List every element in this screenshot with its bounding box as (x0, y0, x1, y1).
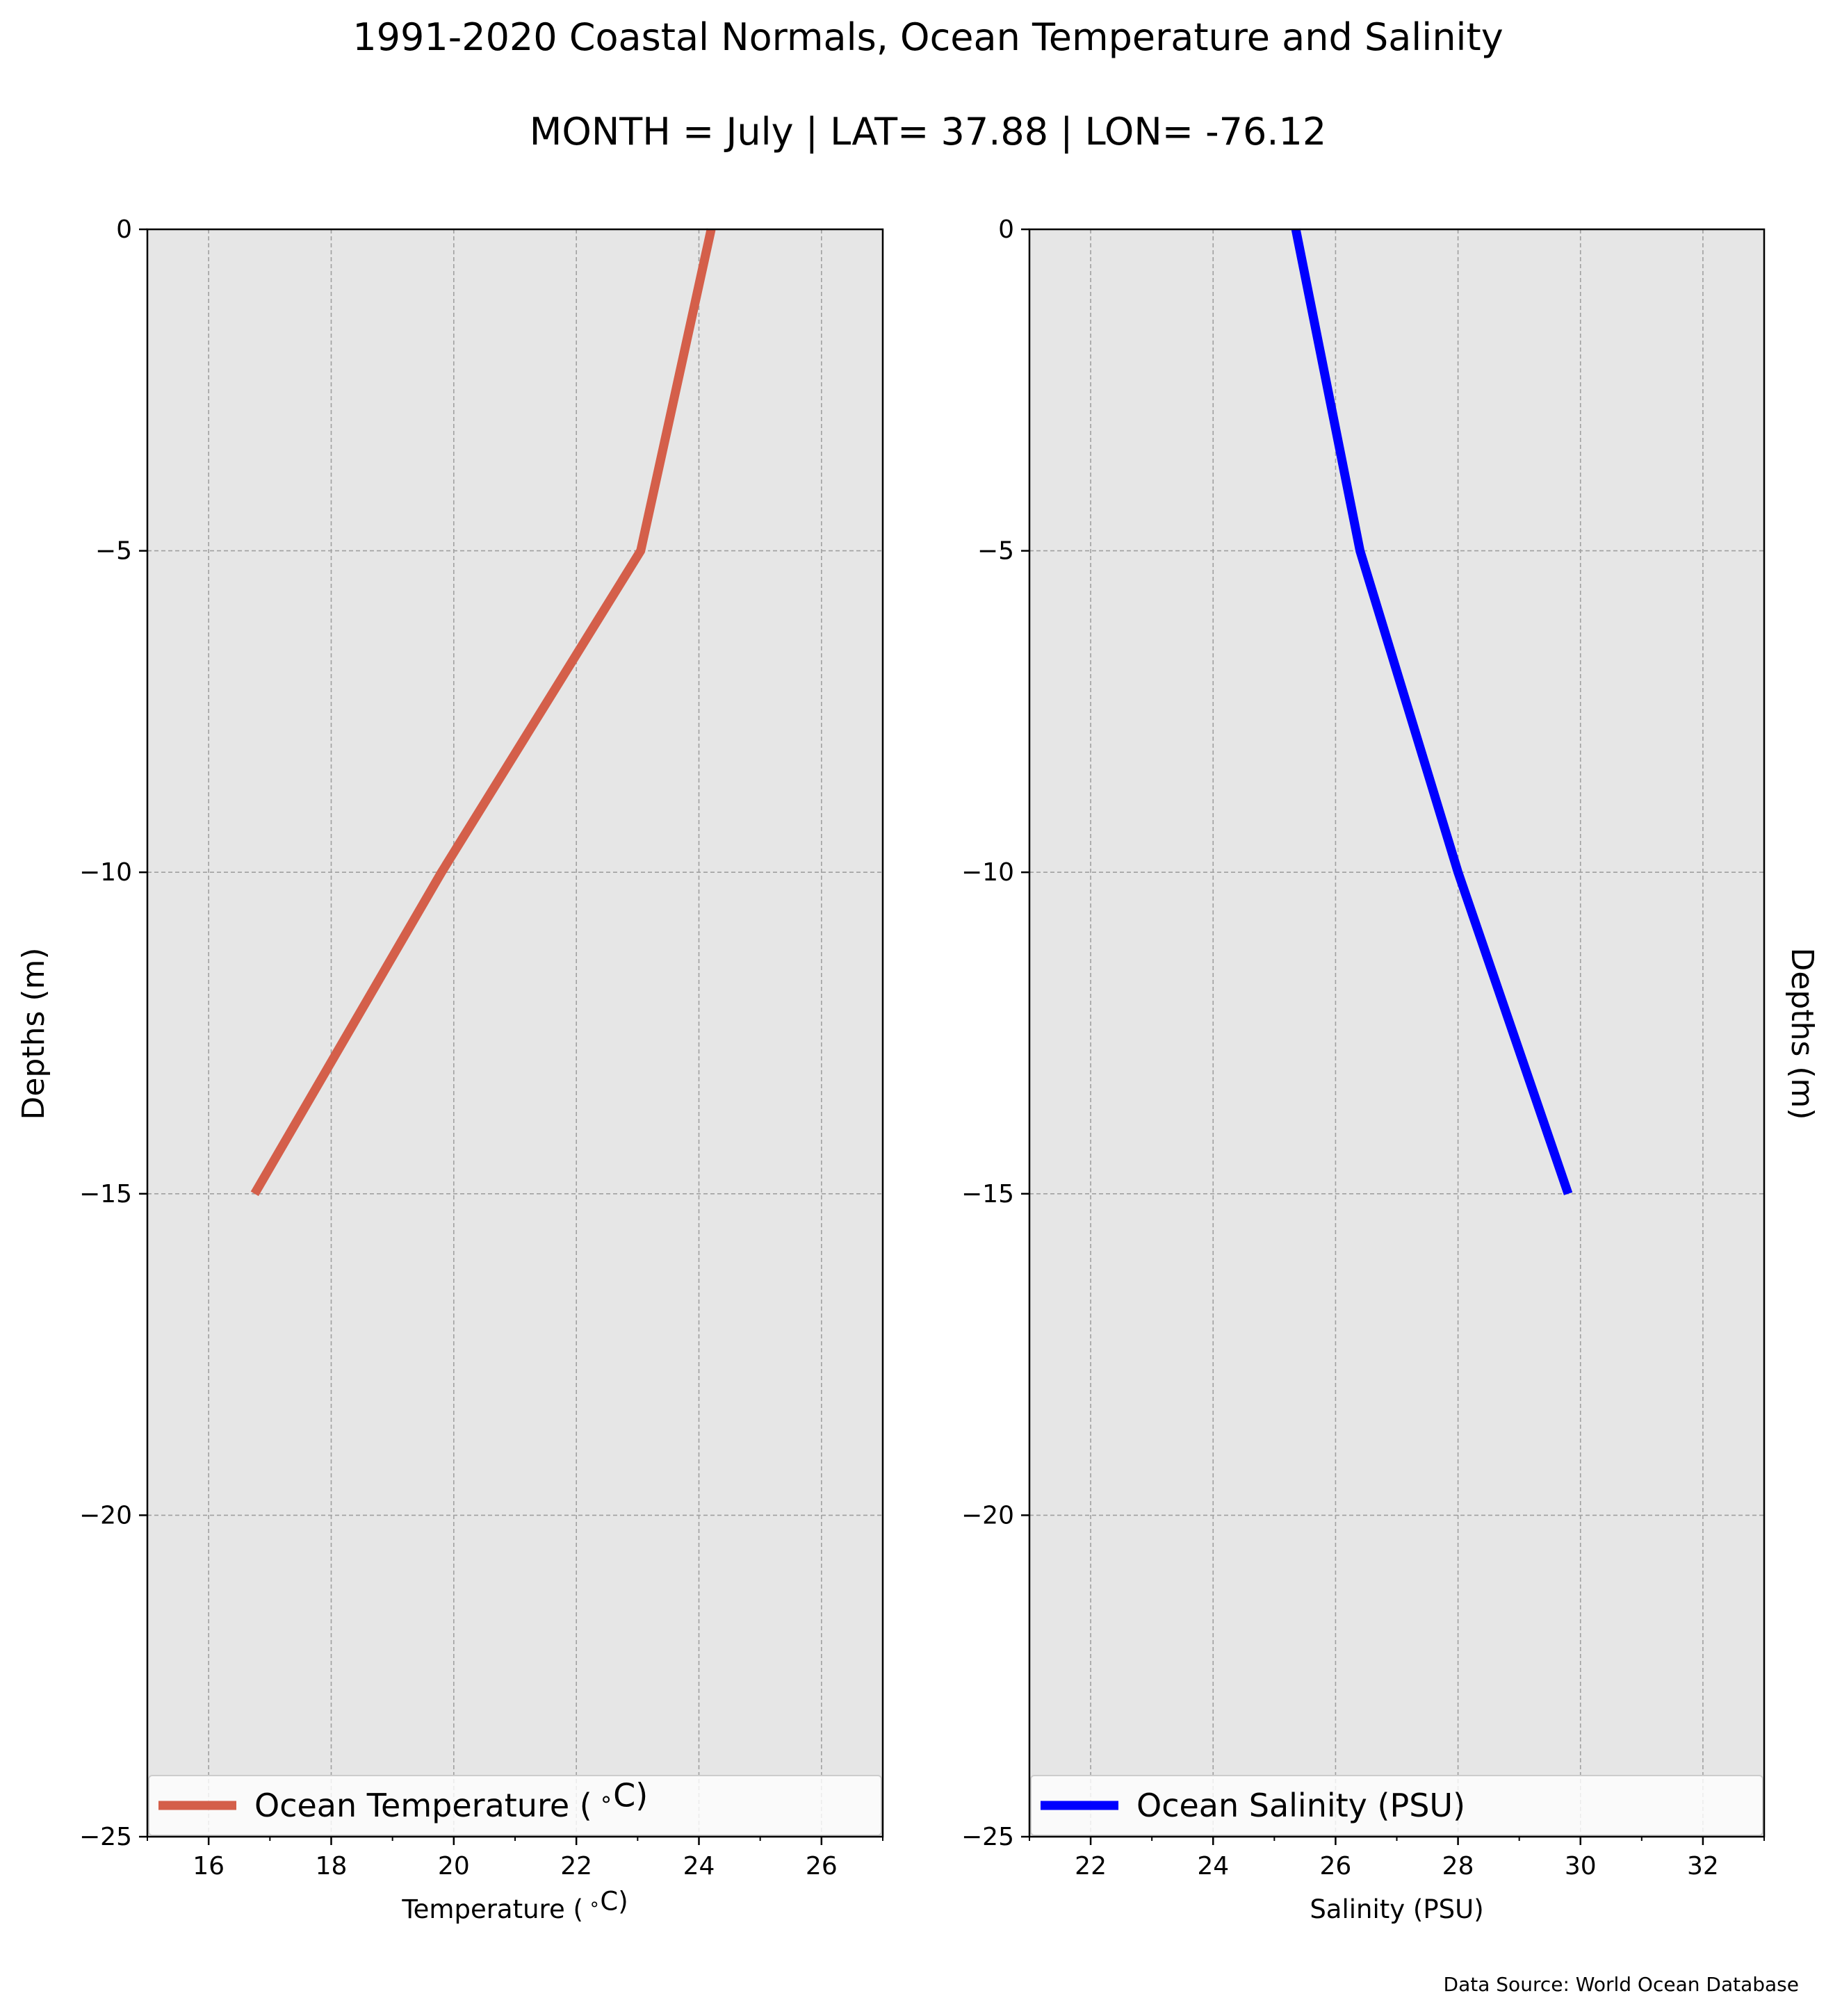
y-tick-label: −20 (961, 1501, 1014, 1530)
x-tick-label: 22 (560, 1852, 592, 1880)
x-tick-label: 26 (806, 1852, 838, 1880)
x-tick-label: 24 (683, 1852, 715, 1880)
x-tick-label: 24 (1197, 1852, 1229, 1880)
x-tick-label: 16 (193, 1852, 225, 1880)
x-tick-label: 22 (1075, 1852, 1107, 1880)
legend-box (1030, 1775, 1763, 1836)
legend-label: Ocean Salinity (PSU) (1136, 1787, 1465, 1824)
salinity-panel: Ocean Salinity (PSU) 22 24 26 28 30 32 0 −5 −10 −1… (961, 215, 1820, 1924)
legend-box (148, 1775, 882, 1836)
figure-subtitle: MONTH = July | LAT= 37.88 | LON= -76.12 (530, 110, 1326, 154)
y-tick-label: −10 (961, 858, 1014, 887)
y-tick-label: 0 (998, 215, 1014, 244)
data-source-note: Data Source: World Ocean Database (1444, 1973, 1799, 1996)
x-axis-label: Temperature ( ∘C) (401, 1886, 628, 1924)
y-tick-label: −15 (79, 1180, 132, 1208)
plot-area-background (1029, 229, 1764, 1837)
y-tick-label: −25 (79, 1823, 132, 1851)
y-tick-label: −5 (977, 537, 1014, 566)
y-axis-label: Depths (m) (1784, 947, 1820, 1120)
y-axis-label: Depths (m) (16, 947, 51, 1120)
y-tick-label: 0 (116, 215, 132, 244)
y-tick-label: −25 (961, 1823, 1014, 1851)
series-line-0 (1291, 228, 1573, 1195)
y-tick-label: −5 (95, 537, 132, 566)
x-tick-label: 26 (1320, 1852, 1352, 1880)
temperature-panel: Ocean Temperature ( ∘C)16 18 20 22 24 260−5−1… (16, 215, 884, 1924)
y-tick-label: −20 (79, 1501, 132, 1530)
x-tick-label: 32 (1687, 1852, 1719, 1880)
series-line-0 (250, 228, 716, 1197)
y-tick-label: −10 (79, 858, 132, 887)
x-tick-label: 18 (316, 1852, 348, 1880)
x-tick-label: 28 (1442, 1852, 1474, 1880)
x-tick-label: 20 (438, 1852, 470, 1880)
x-tick-label: 30 (1565, 1852, 1597, 1880)
x-axis-label: Salinity (PSU) (1310, 1894, 1483, 1924)
figure-title: 1991-2020 Coastal Normals, Ocean Tempera… (352, 15, 1503, 59)
y-tick-label: −15 (961, 1180, 1014, 1208)
plot-area-background (147, 229, 883, 1837)
